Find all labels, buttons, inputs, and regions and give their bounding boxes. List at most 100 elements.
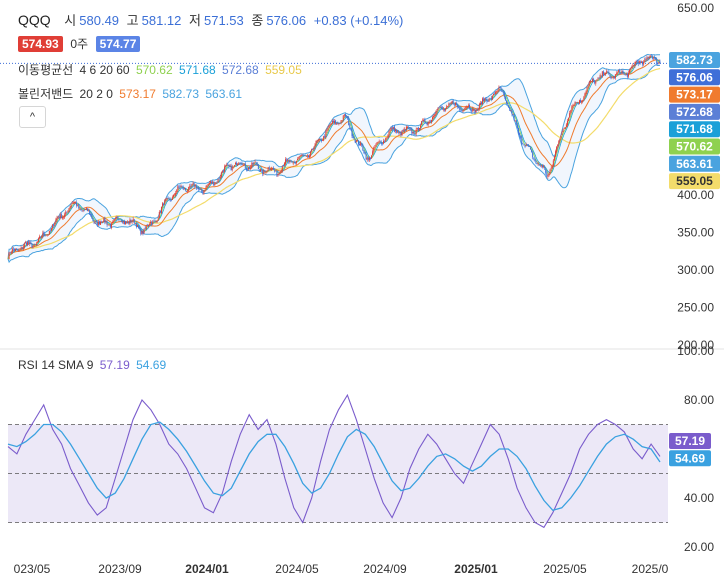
candle-body: [501, 89, 503, 92]
candle-body: [385, 138, 387, 142]
candle-body: [230, 165, 232, 171]
candle-body: [645, 58, 647, 60]
candle-body: [43, 232, 45, 235]
candle-body: [386, 137, 388, 139]
candle-body: [558, 141, 560, 145]
candle-body: [139, 227, 141, 229]
rsi-legend[interactable]: RSI 14 SMA 9 57.19 54.69: [18, 358, 166, 372]
x-axis-tick: 2025/05: [543, 562, 587, 576]
candle-body: [464, 107, 466, 110]
candle-body: [646, 57, 648, 60]
candle-body: [473, 109, 475, 110]
x-axis-tick: 2025/01: [454, 562, 498, 576]
candle-body: [467, 105, 469, 107]
candles-group: [8, 54, 661, 260]
candle-body: [506, 100, 508, 104]
candle-body: [186, 191, 188, 192]
candle-body: [510, 110, 512, 112]
candle-body: [302, 154, 304, 156]
candle-body: [452, 100, 454, 104]
candle-body: [398, 131, 400, 134]
candle-body: [243, 163, 245, 165]
candle-body: [95, 221, 97, 223]
candle-body: [630, 68, 632, 70]
candle-body: [525, 144, 527, 147]
candle-body: [540, 165, 542, 167]
candle-body: [41, 235, 43, 238]
candle-body: [224, 166, 226, 172]
candle-body: [301, 155, 303, 156]
collapse-legend-button[interactable]: ^: [19, 106, 46, 128]
high-value: 581.12: [141, 13, 182, 28]
candle-body: [625, 74, 627, 75]
candle-body: [216, 182, 218, 184]
candle-body: [534, 158, 536, 162]
candle-body: [79, 207, 81, 209]
candle-body: [503, 92, 505, 98]
candle-body: [68, 208, 70, 212]
candle-body: [104, 217, 106, 223]
rsi-tag-bg: [669, 450, 711, 467]
candle-body: [355, 140, 357, 143]
candle-body: [273, 167, 275, 170]
candle-body: [483, 98, 485, 101]
candle-body: [45, 234, 47, 236]
candle-body: [251, 163, 253, 168]
candle-body: [612, 76, 614, 78]
candle-body: [192, 183, 194, 185]
candle-body: [322, 140, 324, 141]
candle-body: [559, 138, 561, 141]
candle-body: [201, 189, 203, 192]
candle-body: [434, 114, 436, 117]
x-axis-tick: 2024/09: [363, 562, 407, 576]
candle-body: [545, 168, 547, 173]
candle-body: [98, 221, 100, 225]
candle-body: [622, 70, 624, 74]
quote-row: 574.93 0주 574.77: [18, 35, 141, 52]
candle-body: [19, 249, 21, 251]
candle-body: [135, 223, 137, 228]
candle-body: [11, 248, 13, 252]
candle-body: [26, 243, 28, 245]
candle-body: [238, 163, 240, 164]
candle-body: [471, 109, 473, 112]
candle-body: [320, 139, 322, 142]
candle-body: [195, 185, 197, 189]
candle-body: [618, 70, 620, 73]
candle-body: [32, 246, 34, 248]
candle-body: [620, 72, 622, 74]
candle-body: [175, 193, 177, 196]
candle-body: [206, 185, 208, 187]
candle-body: [286, 159, 288, 161]
candle-body: [587, 84, 589, 87]
ma-legend[interactable]: 이동평균선 4 6 20 60 570.62 571.68 572.68 559…: [18, 61, 302, 78]
candle-body: [217, 179, 219, 183]
candle-body: [563, 128, 565, 129]
bb-legend[interactable]: 볼린저밴드 20 2 0 573.17 582.73 563.61: [18, 85, 242, 102]
candle-body: [655, 57, 657, 60]
candle-body: [91, 214, 93, 219]
candle-body: [169, 199, 171, 201]
candle-body: [430, 119, 432, 123]
candle-body: [115, 217, 117, 220]
candle-body: [390, 127, 392, 130]
candle-body: [376, 142, 378, 145]
candle-body: [502, 91, 504, 94]
candle-body: [283, 163, 285, 166]
candle-body: [403, 128, 405, 132]
ma-legend-params: 4 6 20 60: [79, 63, 130, 77]
candle-body: [388, 131, 390, 136]
candle-body: [157, 218, 159, 221]
candle-body: [72, 202, 74, 204]
candle-body: [177, 186, 179, 191]
candle-body: [429, 121, 431, 123]
candle-body: [331, 120, 333, 124]
bb-lower-value: 563.61: [205, 87, 243, 101]
candle-body: [477, 108, 479, 111]
candle-body: [291, 162, 293, 163]
candle-body: [46, 234, 48, 236]
candle-body: [466, 107, 468, 108]
candle-body: [290, 160, 292, 162]
candle-body: [576, 102, 578, 103]
